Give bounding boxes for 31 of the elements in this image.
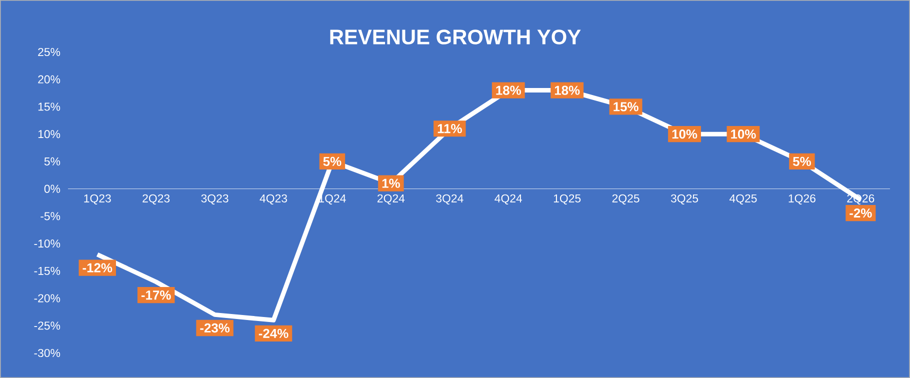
- x-tick-label: 2Q25: [612, 194, 640, 205]
- y-tick-label: -10%: [34, 239, 60, 248]
- x-tick-label: 3Q25: [670, 194, 698, 205]
- y-tick-label: 0%: [44, 184, 60, 193]
- x-tick-label: 4Q25: [729, 194, 757, 205]
- data-label: -2%: [850, 208, 872, 218]
- y-tick-label: 10%: [38, 130, 60, 138]
- data-label: -12%: [82, 263, 112, 272]
- data-label: -23%: [200, 323, 230, 333]
- y-tick-label: 25%: [38, 48, 60, 56]
- data-label: -17%: [141, 290, 171, 300]
- y-tick-label: -15%: [34, 266, 60, 275]
- x-tick-label: 1Q26: [788, 194, 816, 205]
- y-tick-label: 5%: [44, 157, 60, 166]
- chart-title: REVENUE GROWTH YOY: [330, 30, 581, 44]
- x-tick-label: 3Q24: [436, 194, 464, 205]
- x-tick-label: 2Q23: [142, 194, 170, 205]
- y-tick-label: -30%: [34, 348, 60, 358]
- x-tick-label: 1Q24: [319, 194, 346, 205]
- y-tick-label: -20%: [34, 294, 60, 302]
- x-tick-label: 1Q23: [84, 194, 111, 205]
- y-tick-label: 15%: [38, 102, 60, 111]
- x-tick-label: 4Q23: [260, 194, 288, 205]
- y-tick-label: 20%: [38, 75, 60, 84]
- x-tick-label: 3Q23: [201, 194, 228, 205]
- x-tick-label: 4Q24: [494, 194, 522, 205]
- y-tick-label: -25%: [34, 322, 60, 330]
- x-tick-label: 1Q25: [554, 194, 581, 205]
- data-label: -24%: [258, 328, 288, 338]
- x-tick-label: 2Q24: [378, 194, 405, 205]
- y-tick-label: -5%: [40, 212, 60, 220]
